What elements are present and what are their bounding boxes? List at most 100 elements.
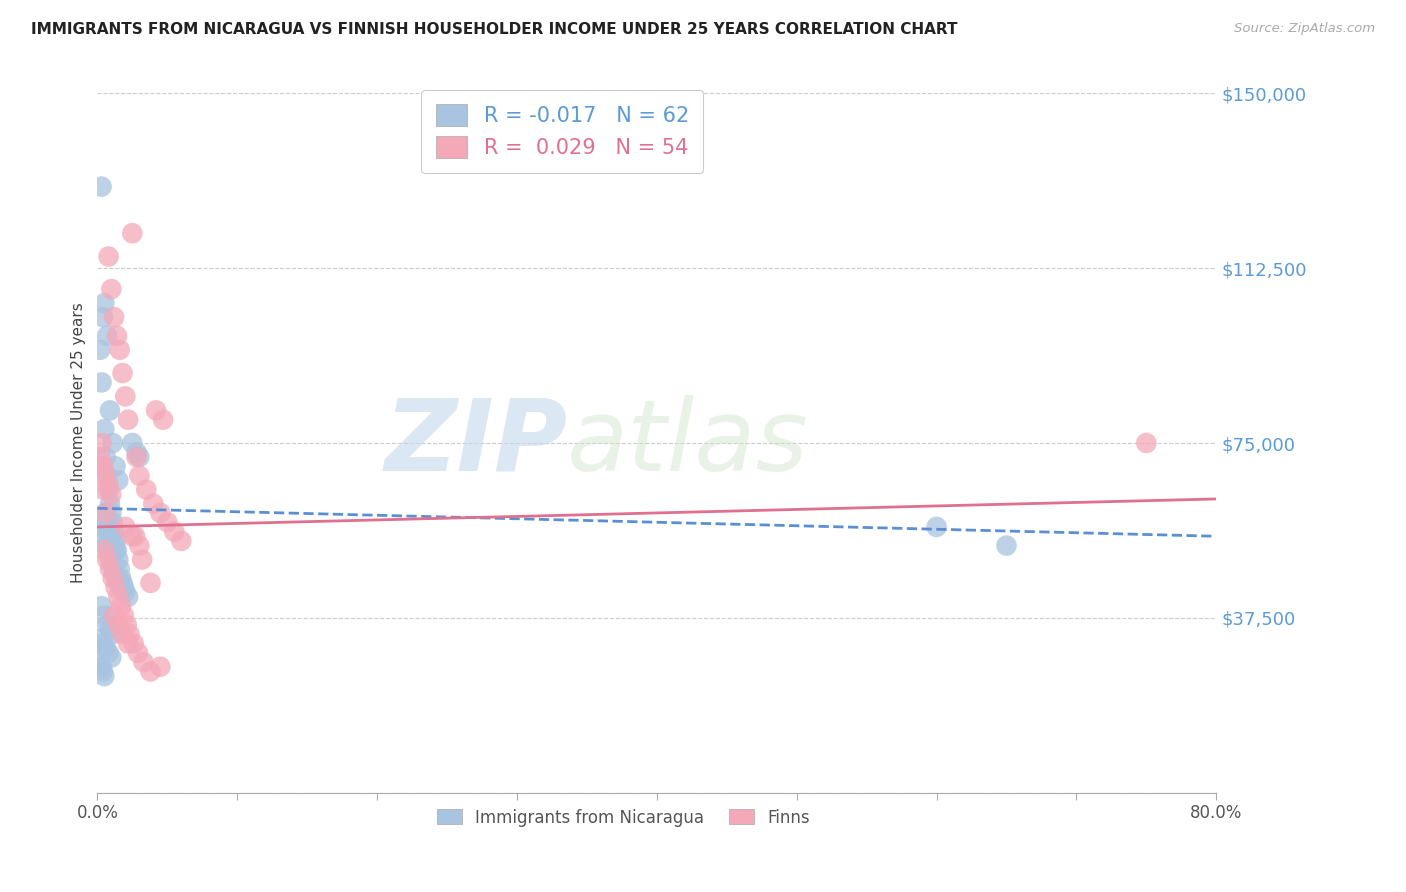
Point xyxy=(101,533,124,548)
Point xyxy=(108,562,131,576)
Point xyxy=(115,617,138,632)
Point xyxy=(105,328,128,343)
Point xyxy=(91,483,114,497)
Point xyxy=(96,552,118,566)
Point xyxy=(97,520,120,534)
Point xyxy=(101,515,124,529)
Point xyxy=(94,641,117,656)
Point xyxy=(104,533,127,548)
Point xyxy=(94,539,117,553)
Point xyxy=(128,539,150,553)
Point xyxy=(145,403,167,417)
Point xyxy=(127,646,149,660)
Point xyxy=(100,282,122,296)
Point xyxy=(98,524,121,539)
Point xyxy=(163,524,186,539)
Point xyxy=(89,343,111,357)
Point xyxy=(152,413,174,427)
Point xyxy=(104,581,127,595)
Point xyxy=(107,617,129,632)
Point xyxy=(94,450,117,464)
Point xyxy=(93,669,115,683)
Point xyxy=(91,636,114,650)
Point xyxy=(89,632,111,646)
Point xyxy=(104,459,127,474)
Point xyxy=(90,179,112,194)
Point xyxy=(108,578,131,592)
Point xyxy=(107,552,129,566)
Point xyxy=(90,599,112,614)
Point xyxy=(111,575,134,590)
Point xyxy=(101,571,124,585)
Point xyxy=(117,636,139,650)
Point xyxy=(96,515,118,529)
Point xyxy=(125,450,148,464)
Point xyxy=(170,533,193,548)
Point xyxy=(105,543,128,558)
Legend: Immigrants from Nicaragua, Finns: Immigrants from Nicaragua, Finns xyxy=(430,802,817,833)
Point xyxy=(97,646,120,660)
Text: atlas: atlas xyxy=(567,394,808,491)
Point xyxy=(132,655,155,669)
Point xyxy=(97,483,120,497)
Y-axis label: Householder Income Under 25 years: Householder Income Under 25 years xyxy=(72,302,86,583)
Point xyxy=(107,473,129,487)
Point xyxy=(122,636,145,650)
Point xyxy=(112,581,135,595)
Point xyxy=(156,515,179,529)
Point xyxy=(97,548,120,562)
Point xyxy=(1135,436,1157,450)
Point xyxy=(117,590,139,604)
Point xyxy=(90,376,112,390)
Point xyxy=(995,539,1018,553)
Point xyxy=(121,226,143,240)
Point xyxy=(121,436,143,450)
Point xyxy=(98,562,121,576)
Point xyxy=(103,310,125,325)
Point xyxy=(100,558,122,572)
Point xyxy=(91,459,114,474)
Point xyxy=(111,366,134,380)
Point xyxy=(101,627,124,641)
Point xyxy=(90,436,112,450)
Point xyxy=(107,590,129,604)
Point xyxy=(103,539,125,553)
Point xyxy=(89,459,111,474)
Text: IMMIGRANTS FROM NICARAGUA VS FINNISH HOUSEHOLDER INCOME UNDER 25 YEARS CORRELATI: IMMIGRANTS FROM NICARAGUA VS FINNISH HOU… xyxy=(31,22,957,37)
Point xyxy=(103,524,125,539)
Point xyxy=(93,422,115,436)
Point xyxy=(925,520,948,534)
Point xyxy=(94,506,117,520)
Point xyxy=(91,310,114,325)
Point xyxy=(104,543,127,558)
Point xyxy=(112,608,135,623)
Point xyxy=(98,403,121,417)
Point xyxy=(100,650,122,665)
Point xyxy=(100,487,122,501)
Point xyxy=(100,529,122,543)
Point xyxy=(139,575,162,590)
Point xyxy=(94,468,117,483)
Text: ZIP: ZIP xyxy=(384,394,567,491)
Point xyxy=(117,413,139,427)
Point xyxy=(103,566,125,581)
Point xyxy=(100,506,122,520)
Point xyxy=(110,599,132,614)
Point xyxy=(131,552,153,566)
Point xyxy=(118,627,141,641)
Point xyxy=(108,343,131,357)
Point xyxy=(121,529,143,543)
Point xyxy=(124,529,146,543)
Point xyxy=(91,665,114,679)
Point xyxy=(93,296,115,310)
Point xyxy=(96,617,118,632)
Point xyxy=(125,445,148,459)
Point xyxy=(101,436,124,450)
Point xyxy=(94,506,117,520)
Point xyxy=(93,543,115,558)
Point xyxy=(89,520,111,534)
Point xyxy=(149,660,172,674)
Point xyxy=(98,623,121,637)
Point xyxy=(114,585,136,599)
Point xyxy=(96,328,118,343)
